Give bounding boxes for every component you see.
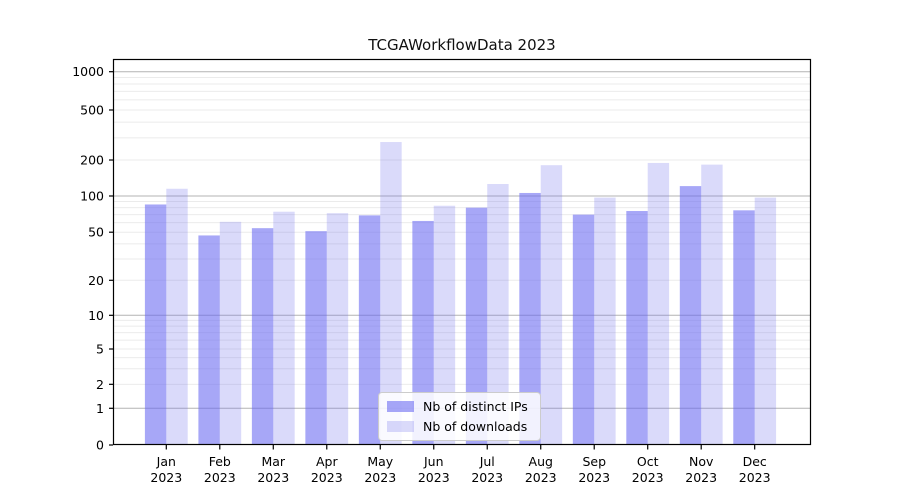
y-tick-label-10: 10 — [88, 308, 104, 323]
bar-downloads-jul — [487, 183, 509, 446]
y-tick-label-20: 20 — [88, 273, 104, 288]
y-tick-label-0: 0 — [96, 438, 104, 453]
y-tick-label-2: 2 — [96, 377, 104, 392]
legend-swatch-downloads — [387, 421, 414, 432]
x-tick-label-apr: Apr 2023 — [311, 454, 343, 485]
bar-downloads-jun — [433, 205, 456, 445]
y-tick-label-50: 50 — [88, 225, 104, 240]
bar-downloads-apr — [326, 213, 349, 445]
y-tick-label-200: 200 — [80, 153, 104, 168]
bar-downloads-nov — [701, 164, 723, 445]
x-tick-label-feb: Feb 2023 — [204, 454, 236, 485]
x-tick-label-mar: Mar 2023 — [257, 454, 289, 485]
x-tick-label-nov: Nov 2023 — [685, 454, 717, 485]
y-tick-label-5: 5 — [96, 342, 104, 357]
bar-distinct-ips-feb — [198, 235, 220, 445]
x-tick-label-jun: Jun 2023 — [418, 454, 450, 485]
bar-distinct-ips-jan — [144, 204, 167, 445]
bar-distinct-ips-sep — [572, 214, 595, 445]
bar-downloads-feb — [219, 221, 242, 445]
plot-frame — [112, 58, 812, 446]
legend-label-downloads: Nb of downloads — [423, 419, 528, 434]
bar-distinct-ips-jun — [412, 220, 434, 445]
bar-distinct-ips-mar — [251, 228, 274, 445]
bar-distinct-ips-aug — [519, 192, 541, 445]
bar-downloads-aug — [540, 165, 563, 445]
bar-distinct-ips-dec — [733, 210, 755, 445]
bar-downloads-sep — [594, 197, 616, 445]
legend-item-downloads: Nb of downloads — [387, 419, 528, 434]
bar-distinct-ips-may — [358, 215, 381, 445]
bar-downloads-may — [380, 142, 402, 446]
legend-swatch-distinct-ips — [387, 401, 414, 412]
bar-distinct-ips-apr — [305, 231, 327, 445]
chart-title: TCGAWorkflowData 2023 — [368, 36, 556, 54]
bar-distinct-ips-oct — [626, 211, 648, 445]
bar-distinct-ips-jul — [465, 207, 488, 445]
x-tick-label-jan: Jan 2023 — [150, 454, 182, 485]
y-tick-label-1: 1 — [96, 401, 104, 416]
y-tick-label-100: 100 — [80, 188, 104, 203]
bar-downloads-oct — [647, 162, 670, 445]
legend-item-distinct-ips: Nb of distinct IPs — [387, 399, 528, 414]
bar-downloads-dec — [754, 197, 777, 445]
x-tick-label-may: May 2023 — [364, 454, 396, 485]
x-tick-label-oct: Oct 2023 — [632, 454, 664, 485]
bar-downloads-mar — [273, 211, 295, 445]
bar-distinct-ips-nov — [679, 186, 702, 445]
x-tick-label-aug: Aug 2023 — [525, 454, 557, 485]
y-tick-label-1000: 1000 — [72, 64, 104, 79]
x-tick-label-jul: Jul 2023 — [471, 454, 503, 485]
y-tick-label-500: 500 — [80, 102, 104, 117]
x-tick-label-dec: Dec 2023 — [739, 454, 771, 485]
legend-label-distinct-ips: Nb of distinct IPs — [423, 399, 528, 414]
x-tick-label-sep: Sep 2023 — [578, 454, 610, 485]
bar-downloads-jan — [166, 188, 188, 445]
legend: Nb of distinct IPs Nb of downloads — [378, 392, 541, 441]
